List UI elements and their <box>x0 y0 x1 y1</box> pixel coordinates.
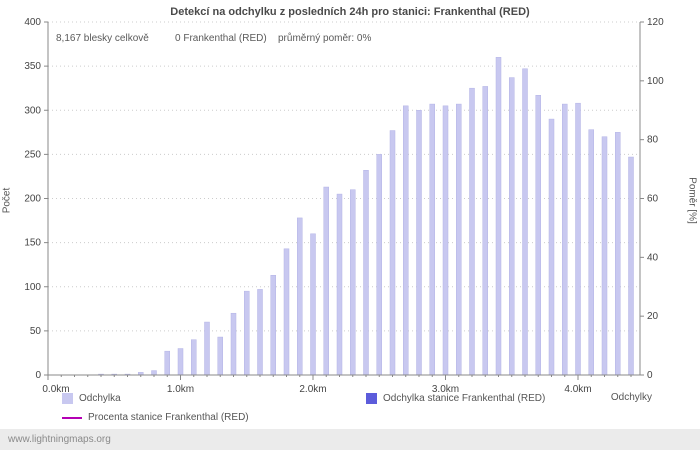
legend-swatch-odchylka <box>62 393 73 404</box>
legend-swatch-station-percent-line <box>62 416 82 419</box>
svg-text:400: 400 <box>24 17 41 28</box>
svg-text:2.0km: 2.0km <box>299 384 326 395</box>
svg-text:300: 300 <box>24 105 41 116</box>
svg-text:120: 120 <box>647 17 664 28</box>
annotation-average-ratio: průměrný poměr: 0% <box>278 33 372 44</box>
legend-swatch-station-odchylka <box>366 393 377 404</box>
svg-text:150: 150 <box>24 238 41 249</box>
svg-text:40: 40 <box>647 252 659 263</box>
svg-text:50: 50 <box>30 326 42 337</box>
svg-text:60: 60 <box>647 194 659 205</box>
x-axis-label: Odchylky <box>610 392 652 403</box>
svg-text:4.0km: 4.0km <box>564 384 591 395</box>
legend-item-station-percent: Procenta stanice Frankenthal (RED) <box>62 412 249 423</box>
svg-text:350: 350 <box>24 61 41 72</box>
footer-bar: www.lightningmaps.org <box>0 429 700 450</box>
annotation-station-count: 0 Frankenthal (RED) <box>175 33 267 44</box>
svg-text:100: 100 <box>647 76 664 87</box>
svg-text:0: 0 <box>647 370 653 381</box>
svg-text:0: 0 <box>35 370 41 381</box>
svg-text:0.0km: 0.0km <box>42 384 69 395</box>
annotation-total-strikes: 8,167 blesky celkově <box>56 33 149 44</box>
footer-link[interactable]: www.lightningmaps.org <box>8 434 111 445</box>
svg-text:250: 250 <box>24 149 41 160</box>
legend-item-station-odchylka: Odchylka stanice Frankenthal (RED) <box>366 393 545 404</box>
svg-text:200: 200 <box>24 194 41 205</box>
svg-text:20: 20 <box>647 311 659 322</box>
svg-text:3.0km: 3.0km <box>432 384 459 395</box>
svg-text:100: 100 <box>24 282 41 293</box>
legend-label-station-odchylka: Odchylka stanice Frankenthal (RED) <box>383 393 546 404</box>
legend-label-odchylka: Odchylka <box>79 393 121 404</box>
svg-text:80: 80 <box>647 135 659 146</box>
chart-title: Detekcí na odchylku z posledních 24h pro… <box>170 6 530 18</box>
svg-text:1.0km: 1.0km <box>167 384 194 395</box>
legend-item-odchylka: Odchylka <box>62 393 121 404</box>
legend-label-station-percent: Procenta stanice Frankenthal (RED) <box>88 412 249 423</box>
